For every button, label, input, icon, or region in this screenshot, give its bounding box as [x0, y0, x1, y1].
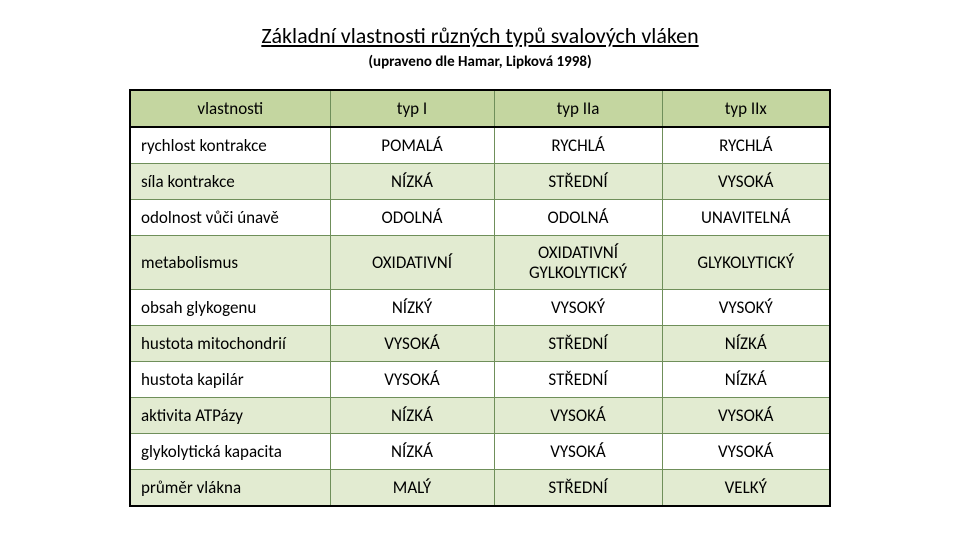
table-header-row: vlastnosti typ I typ IIa typ IIx	[130, 90, 830, 127]
col-header-vlastnosti: vlastnosti	[130, 90, 330, 127]
row-label: obsah glykogenu	[130, 290, 330, 326]
cell: STŘEDNÍ	[494, 326, 662, 362]
table-row: obsah glykogenu NÍZKÝ VYSOKÝ VYSOKÝ	[130, 290, 830, 326]
cell: NÍZKÁ	[330, 164, 494, 200]
cell: RYCHLÁ	[494, 127, 662, 164]
page-subtitle: (upraveno dle Hamar, Lipková 1998)	[368, 53, 591, 71]
row-label: síla kontrakce	[130, 164, 330, 200]
table-row: metabolismus OXIDATIVNÍ OXIDATIVNÍGYLKOL…	[130, 236, 830, 290]
row-label: aktivita ATPázy	[130, 398, 330, 434]
cell: STŘEDNÍ	[494, 362, 662, 398]
table-row: hustota mitochondrií VYSOKÁ STŘEDNÍ NÍZK…	[130, 326, 830, 362]
col-header-typ-iia: typ IIa	[494, 90, 662, 127]
cell: VYSOKÁ	[662, 398, 830, 434]
cell: NÍZKÁ	[662, 362, 830, 398]
properties-table: vlastnosti typ I typ IIa typ IIx rychlos…	[129, 89, 831, 507]
cell: ODOLNÁ	[494, 200, 662, 236]
table-row: hustota kapilár VYSOKÁ STŘEDNÍ NÍZKÁ	[130, 362, 830, 398]
cell: STŘEDNÍ	[494, 164, 662, 200]
cell: VELKÝ	[662, 470, 830, 507]
cell: OXIDATIVNÍ	[330, 236, 494, 290]
cell: VYSOKÁ	[494, 434, 662, 470]
cell: VYSOKÁ	[662, 164, 830, 200]
table-row: síla kontrakce NÍZKÁ STŘEDNÍ VYSOKÁ	[130, 164, 830, 200]
row-label: hustota mitochondrií	[130, 326, 330, 362]
row-label: průměr vlákna	[130, 470, 330, 507]
row-label: hustota kapilár	[130, 362, 330, 398]
cell: NÍZKÁ	[330, 398, 494, 434]
cell: VYSOKÁ	[494, 398, 662, 434]
table-row: odolnost vůči únavě ODOLNÁ ODOLNÁ UNAVIT…	[130, 200, 830, 236]
slide: Základní vlastnosti různých typů svalový…	[0, 0, 960, 540]
cell: VYSOKÁ	[330, 326, 494, 362]
table-row: glykolytická kapacita NÍZKÁ VYSOKÁ VYSOK…	[130, 434, 830, 470]
cell: NÍZKÁ	[330, 434, 494, 470]
row-label: odolnost vůči únavě	[130, 200, 330, 236]
cell: OXIDATIVNÍGYLKOLYTICKÝ	[494, 236, 662, 290]
row-label: glykolytická kapacita	[130, 434, 330, 470]
cell: RYCHLÁ	[662, 127, 830, 164]
cell: MALÝ	[330, 470, 494, 507]
cell: VYSOKÝ	[662, 290, 830, 326]
col-header-typ-iix: typ IIx	[662, 90, 830, 127]
cell: NÍZKÝ	[330, 290, 494, 326]
cell: GLYKOLYTICKÝ	[662, 236, 830, 290]
cell: POMALÁ	[330, 127, 494, 164]
row-label: rychlost kontrakce	[130, 127, 330, 164]
page-title: Základní vlastnosti různých typů svalový…	[261, 22, 698, 49]
table-row: aktivita ATPázy NÍZKÁ VYSOKÁ VYSOKÁ	[130, 398, 830, 434]
cell: ODOLNÁ	[330, 200, 494, 236]
table-row: průměr vlákna MALÝ STŘEDNÍ VELKÝ	[130, 470, 830, 507]
table-body: rychlost kontrakce POMALÁ RYCHLÁ RYCHLÁ …	[130, 127, 830, 506]
cell: VYSOKÁ	[662, 434, 830, 470]
row-label: metabolismus	[130, 236, 330, 290]
cell: VYSOKÁ	[330, 362, 494, 398]
col-header-typ-i: typ I	[330, 90, 494, 127]
table-row: rychlost kontrakce POMALÁ RYCHLÁ RYCHLÁ	[130, 127, 830, 164]
cell: UNAVITELNÁ	[662, 200, 830, 236]
cell: VYSOKÝ	[494, 290, 662, 326]
cell: NÍZKÁ	[662, 326, 830, 362]
cell: STŘEDNÍ	[494, 470, 662, 507]
